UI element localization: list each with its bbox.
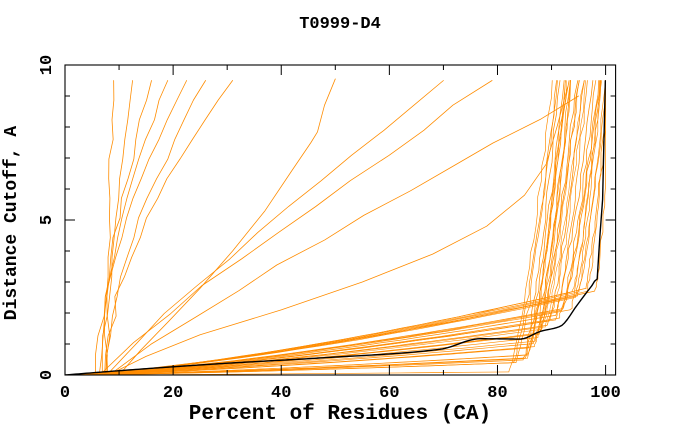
svg-text:0: 0 xyxy=(60,384,70,403)
svg-text:0: 0 xyxy=(38,370,57,380)
svg-text:60: 60 xyxy=(379,384,399,403)
svg-text:40: 40 xyxy=(271,384,291,403)
svg-text:10: 10 xyxy=(38,55,57,75)
svg-text:80: 80 xyxy=(487,384,507,403)
svg-text:5: 5 xyxy=(38,215,57,225)
svg-text:100: 100 xyxy=(590,384,621,403)
svg-text:20: 20 xyxy=(163,384,183,403)
